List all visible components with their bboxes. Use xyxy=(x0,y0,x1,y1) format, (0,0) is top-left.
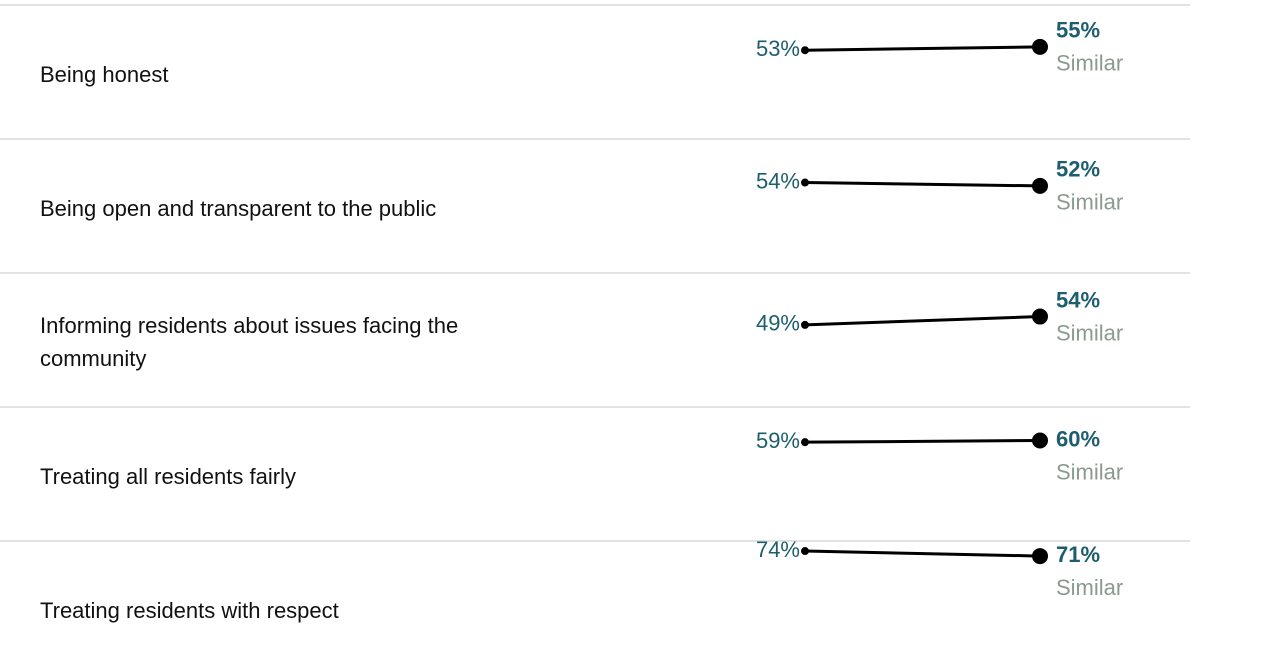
category-label: Being honest xyxy=(40,61,169,87)
comparison-label: Similar xyxy=(1056,190,1123,215)
category-label: Being open and transparent to the public xyxy=(40,195,437,221)
end-value-label: 55% xyxy=(1056,18,1100,43)
end-dot xyxy=(1032,432,1048,449)
end-value-label: 54% xyxy=(1056,287,1100,312)
start-dot xyxy=(801,438,809,447)
start-dot xyxy=(801,178,809,187)
connector xyxy=(804,45,1041,52)
end-dot xyxy=(1032,548,1048,565)
start-dot xyxy=(801,547,809,556)
connector xyxy=(804,315,1041,327)
connector xyxy=(804,549,1041,558)
start-value-label: 74% xyxy=(756,537,800,562)
comparison-label: Similar xyxy=(1056,575,1123,600)
comparison-label: Similar xyxy=(1056,320,1123,345)
category-label: Treating all residents fairly xyxy=(40,463,296,489)
start-value-label: 59% xyxy=(756,428,800,453)
end-dot xyxy=(1032,308,1048,325)
connector xyxy=(804,439,1041,444)
category-label: Informing residents about issues facing … xyxy=(40,313,459,371)
end-dot xyxy=(1032,38,1048,55)
end-value-label: 71% xyxy=(1056,542,1100,567)
connector xyxy=(804,181,1041,188)
end-dot xyxy=(1032,177,1048,194)
start-value-label: 53% xyxy=(756,36,800,61)
end-value-label: 60% xyxy=(1056,426,1100,451)
start-dot xyxy=(801,320,809,329)
comparison-label: Similar xyxy=(1056,51,1123,76)
start-value-label: 54% xyxy=(756,168,800,193)
category-label: Treating residents with respect xyxy=(40,597,339,623)
comparison-label: Similar xyxy=(1056,459,1123,484)
end-value-label: 52% xyxy=(1056,157,1100,182)
start-dot xyxy=(801,46,809,55)
start-value-label: 49% xyxy=(756,311,800,336)
